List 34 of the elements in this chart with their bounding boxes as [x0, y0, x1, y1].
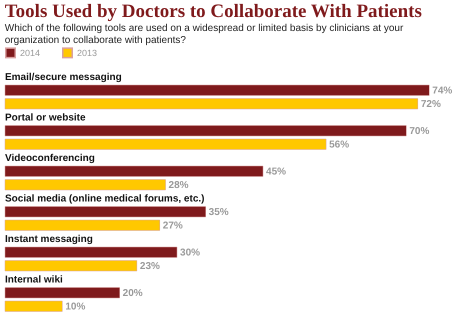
- bar: [4, 287, 120, 298]
- y-tick-label: Social media (online medical forums, etc.): [5, 193, 204, 204]
- bar: [4, 206, 206, 218]
- y-tick-label: Email/secure messaging: [5, 72, 122, 83]
- data-label: 30%: [180, 247, 200, 258]
- y-tick-label: Portal or website: [5, 112, 86, 124]
- data-label: 28%: [168, 180, 189, 191]
- y-tick-label: Instant messaging: [5, 234, 93, 245]
- data-label: 10%: [65, 301, 86, 312]
- y-tick-label: Videoconferencing: [5, 152, 95, 164]
- data-label: 74%: [432, 85, 452, 96]
- chart-subtitle: Which of the following tools are used on a widespread or limited basis by clinicians at your organization to collaborate with patients?: [4, 23, 404, 46]
- legend-label: 2014: [20, 48, 40, 58]
- bar: [4, 179, 166, 190]
- bar: [4, 98, 418, 110]
- data-label: 56%: [329, 139, 350, 150]
- data-label: 20%: [122, 288, 143, 299]
- bar: [4, 125, 407, 136]
- data-label: 27%: [162, 220, 183, 232]
- y-tick-label: Internal wiki: [5, 274, 64, 286]
- data-label: 23%: [140, 260, 160, 272]
- legend-label: 2013: [77, 48, 98, 58]
- bar: [4, 138, 326, 150]
- chart-title: Tools Used by Doctors to Collaborate With Patients: [4, 1, 422, 22]
- bar: [4, 166, 264, 177]
- bar: [4, 220, 160, 231]
- bar: [4, 84, 430, 96]
- bar: [4, 260, 138, 272]
- data-label: 35%: [208, 206, 229, 218]
- data-label: 45%: [266, 166, 286, 178]
- bar: [4, 246, 178, 258]
- data-label: 70%: [409, 126, 430, 137]
- data-label: 72%: [420, 98, 441, 110]
- bar: [4, 300, 63, 312]
